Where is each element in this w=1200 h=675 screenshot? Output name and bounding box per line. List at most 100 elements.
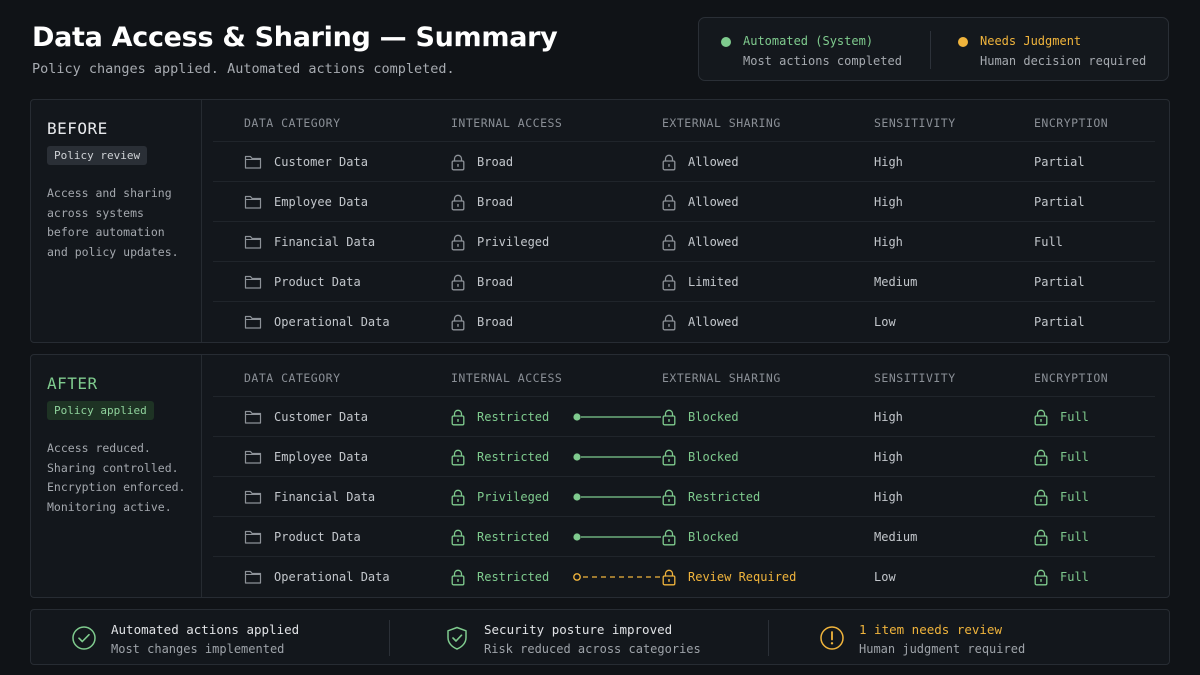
after-sensitivity-value: Medium: [874, 530, 918, 544]
lock-icon: [662, 449, 676, 465]
before-internal-access-value: Broad: [477, 315, 514, 329]
before-category-label: Customer Data: [274, 155, 368, 169]
after-internal-access-cell: Restricted: [451, 557, 549, 597]
after-category-label: Product Data: [274, 530, 361, 544]
after-sidebar: AFTER Policy applied Access reduced. Sha…: [31, 355, 202, 597]
before-panel: BEFORE Policy review Access and sharing …: [30, 99, 1170, 343]
after-category-label: Financial Data: [274, 490, 376, 504]
before-internal-access-cell: Privileged: [451, 222, 549, 262]
before-sensitivity-cell: Low: [874, 302, 896, 342]
after-table-row: Employee Data Restricted Blocked High Full: [213, 436, 1155, 476]
lock-icon: [451, 274, 465, 290]
lock-icon: [1034, 529, 1048, 545]
folder-icon: [244, 570, 262, 584]
review-connector: [573, 573, 661, 581]
folder-icon: [244, 490, 262, 504]
folder-icon: [244, 450, 262, 464]
lock-icon: [662, 154, 676, 170]
lock-icon: [451, 314, 465, 330]
automated-connector: [573, 413, 661, 421]
after-encryption-cell: Full: [1034, 477, 1089, 517]
before-category-cell: Product Data: [244, 262, 361, 302]
before-sensitivity-value: Medium: [874, 275, 918, 289]
after-table-row: Customer Data Restricted Blocked High Full: [213, 396, 1155, 436]
before-label: BEFORE: [47, 119, 108, 138]
after-sensitivity-cell: Medium: [874, 517, 917, 557]
lock-icon: [662, 489, 676, 505]
before-internal-access-cell: Broad: [451, 302, 513, 342]
before-table-row: Operational Data Broad Allowed Low Partial: [213, 301, 1155, 341]
after-category-cell: Product Data: [244, 517, 361, 557]
after-col-header: EXTERNAL SHARING: [662, 371, 781, 385]
lock-icon: [451, 409, 465, 425]
after-encryption-cell: Full: [1034, 517, 1089, 557]
summary-item-subtitle: Risk reduced across categories: [484, 642, 701, 656]
automated-connector: [573, 533, 661, 541]
before-category-label: Employee Data: [274, 195, 368, 209]
before-sensitivity-value: Low: [874, 315, 896, 329]
lock-icon: [662, 314, 676, 330]
lock-icon: [451, 489, 465, 505]
before-internal-access-cell: Broad: [451, 182, 513, 222]
after-encryption-value: Full: [1060, 450, 1089, 464]
before-external-sharing-value: Limited: [688, 275, 739, 289]
lock-icon: [1034, 569, 1048, 585]
after-internal-access-cell: Privileged: [451, 477, 549, 517]
check-circle-icon: [72, 626, 96, 650]
after-category-label: Operational Data: [274, 570, 390, 584]
before-sensitivity-cell: High: [874, 142, 903, 182]
before-table-row: Financial Data Privileged Allowed High Full: [213, 221, 1155, 261]
after-col-header: INTERNAL ACCESS: [451, 371, 563, 385]
after-sensitivity-value: High: [874, 490, 903, 504]
legend: Automated (System) Most actions complete…: [698, 17, 1169, 81]
folder-icon: [244, 315, 262, 329]
before-encryption-cell: Partial: [1034, 142, 1085, 182]
check-circle-icon: [71, 625, 97, 655]
after-category-cell: Operational Data: [244, 557, 390, 597]
after-sensitivity-cell: High: [874, 477, 903, 517]
after-desc-line: Sharing controlled.: [47, 460, 179, 475]
after-external-sharing-cell: Review Required: [662, 557, 796, 597]
after-external-sharing-cell: Restricted: [662, 477, 760, 517]
after-encryption-cell: Full: [1034, 437, 1089, 477]
alert-circle-icon: [819, 625, 845, 655]
after-category-cell: Financial Data: [244, 477, 375, 517]
after-internal-access-value: Restricted: [477, 570, 550, 584]
summary-item-subtitle: Most changes implemented: [111, 642, 285, 656]
after-table-row: Operational Data Restricted Review Require…: [213, 556, 1155, 596]
before-table-row: Employee Data Broad Allowed High Partial: [213, 181, 1155, 221]
before-external-sharing-value: Allowed: [688, 235, 739, 249]
lock-icon: [662, 234, 676, 250]
after-internal-access-cell: Restricted: [451, 437, 549, 477]
before-encryption-cell: Partial: [1034, 182, 1085, 222]
after-sensitivity-cell: High: [874, 437, 903, 477]
legend-judgment-title: Needs Judgment: [980, 34, 1082, 48]
after-desc-line: Monitoring active.: [47, 499, 172, 514]
after-desc-line: Encryption enforced.: [47, 480, 186, 494]
after-label: AFTER: [47, 374, 98, 393]
green-dot-icon: [721, 37, 731, 47]
lock-icon: [451, 529, 465, 545]
before-encryption-value: Partial: [1034, 195, 1085, 209]
after-sensitivity-value: High: [874, 450, 903, 464]
before-encryption-value: Partial: [1034, 155, 1085, 169]
lock-icon: [662, 194, 676, 210]
before-sensitivity-cell: High: [874, 222, 903, 262]
before-encryption-cell: Partial: [1034, 302, 1085, 342]
folder-icon: [244, 275, 262, 289]
after-internal-access-value: Restricted: [477, 450, 550, 464]
before-category-label: Financial Data: [274, 235, 376, 249]
after-badge: Policy applied: [47, 401, 154, 420]
before-external-sharing-cell: Allowed: [662, 222, 739, 262]
folder-icon: [244, 235, 262, 249]
before-internal-access-value: Broad: [477, 275, 514, 289]
after-external-sharing-cell: Blocked: [662, 517, 739, 557]
after-table-row: Financial Data Privileged Restricted High Fu…: [213, 476, 1155, 516]
folder-icon: [244, 195, 262, 209]
before-internal-access-value: Privileged: [477, 235, 550, 249]
legend-divider: [930, 31, 931, 69]
summary-item-title: Security posture improved: [484, 622, 673, 637]
before-desc-line: before automation: [47, 225, 165, 239]
automated-connector: [573, 453, 661, 461]
before-category-label: Operational Data: [274, 315, 390, 329]
